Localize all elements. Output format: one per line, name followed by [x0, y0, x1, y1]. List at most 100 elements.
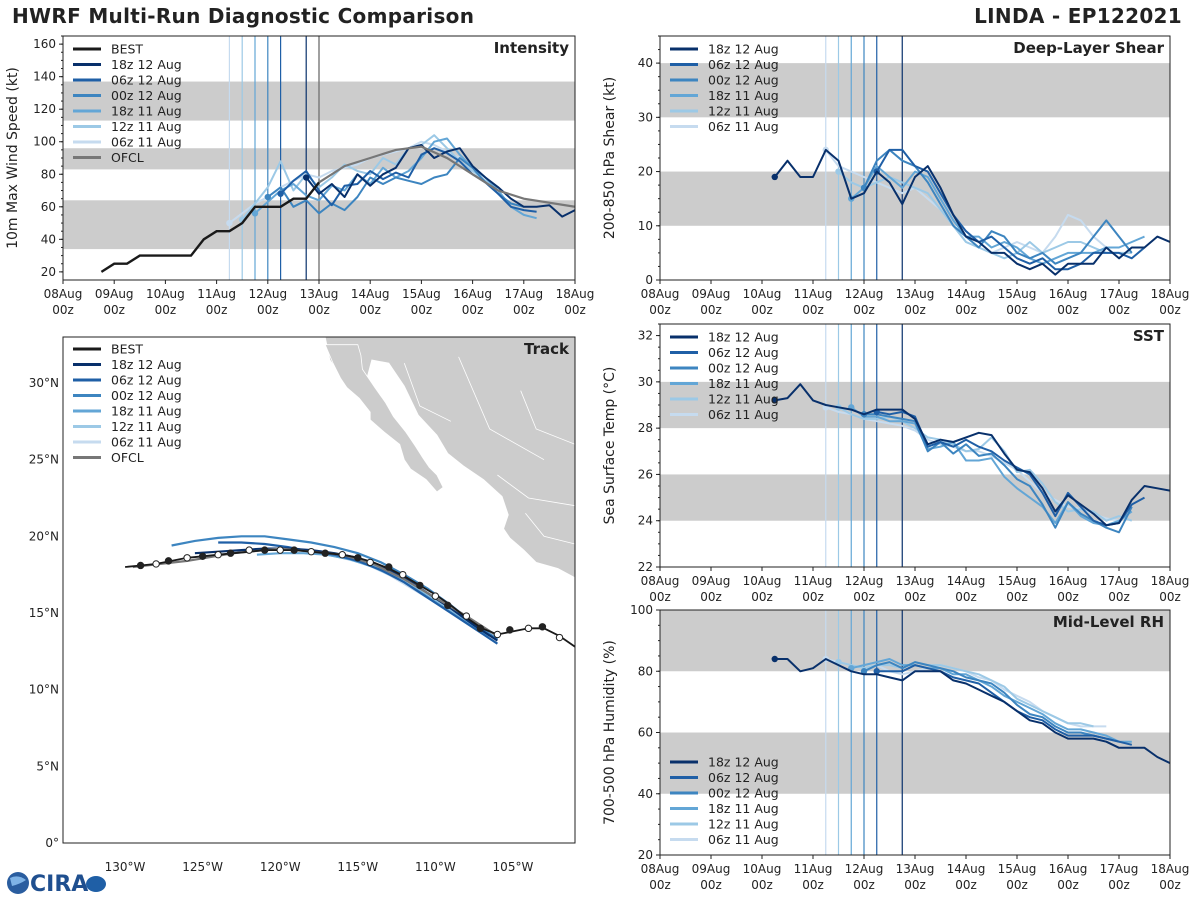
rh-xtick-label: 15Aug	[998, 862, 1037, 876]
sst-xtick-label: 10Aug	[743, 574, 782, 588]
shear-xtick-label-hour: 00z	[1057, 303, 1079, 317]
rh-panel: 20 40 60 80 100 08Aug 00z 09Aug 00z 10Aug 00z 11Aug…	[602, 603, 1189, 892]
sst-series-18z-11-aug	[850, 406, 1133, 527]
intensity-xtick-label-hour: 00z	[462, 303, 484, 317]
track-xtick-label: 120°W	[260, 860, 301, 874]
track-panel-title: Track	[524, 340, 570, 358]
shear-xtick-label-hour: 00z	[700, 303, 722, 317]
intensity-xtick-label: 11Aug	[197, 287, 236, 301]
intensity-ytick-label: 60	[41, 200, 56, 214]
intensity-ytick-label: 20	[41, 265, 56, 279]
track-best-point	[321, 549, 329, 557]
track-best-point	[444, 601, 452, 610]
logo-text: CIRA	[30, 872, 88, 897]
shear-xtick-label-hour: 00z	[955, 303, 977, 317]
intensity-series-12z-11-aug	[241, 134, 499, 221]
track-best-point	[385, 563, 393, 571]
shear-xtick-label: 09Aug	[692, 287, 731, 301]
rh-xtick-label-hour: 00z	[751, 878, 773, 892]
shear-legend-label: 12z 11 Aug	[708, 104, 779, 119]
intensity-legend-label: 06z 12 Aug	[111, 73, 182, 88]
shear-xtick-label: 11Aug	[794, 287, 833, 301]
track-panel: 130°W 125°W 120°W 115°W 110°W 105°W 0° 5°N 10°N 1…	[29, 336, 576, 874]
rh-band-0	[660, 732, 1170, 794]
rh-band-1	[660, 610, 1170, 672]
track-frame	[62, 336, 576, 844]
shear-legend-label: 06z 11 Aug	[708, 119, 779, 134]
sst-ytick-label: 22	[638, 560, 653, 574]
shear-legend-label: 18z 12 Aug	[708, 42, 779, 57]
track-best-point	[462, 612, 471, 620]
track-best-point	[338, 551, 346, 559]
track-ytick-label: 15°N	[29, 606, 59, 620]
shear-xtick-label: 12Aug	[845, 287, 884, 301]
rh-legend-label: 06z 12 Aug	[708, 770, 779, 785]
sst-xtick-label-hour: 00z	[1057, 590, 1079, 604]
state-border-1	[458, 356, 545, 461]
track-best-point	[524, 624, 533, 633]
shear-xtick-label-hour: 00z	[1159, 303, 1181, 317]
track-xtick-label: 115°W	[337, 860, 378, 874]
track-ytick-label: 5°N	[36, 759, 59, 773]
sst-ytick-label: 26	[638, 467, 653, 481]
intensity-ytick-label: 40	[41, 232, 56, 246]
intensity-ofcl-line	[318, 145, 575, 208]
sst-panel-title: SST	[1133, 327, 1165, 345]
intensity-panel: 20 40 60 80 100 120 140 160 08Aug 00z 09Aug 00z 10Au…	[5, 35, 594, 317]
track-best-point	[198, 552, 207, 560]
sst-xtick-label-hour: 00z	[700, 590, 722, 604]
track-best-point	[416, 581, 424, 590]
track-legend-label: 06z 11 Aug	[111, 435, 182, 450]
shear-legend-label: 06z 12 Aug	[708, 57, 779, 72]
shear-legend-label: 00z 12 Aug	[708, 73, 779, 88]
sst-series-00z-12-aug	[864, 413, 1133, 534]
rh-xtick-label-hour: 00z	[904, 878, 926, 892]
intensity-series-00z-12-aug	[267, 157, 525, 215]
shear-band-0	[660, 171, 1170, 226]
rh-panel-title: Mid-Level RH	[1053, 613, 1164, 631]
rh-xtick-label: 11Aug	[794, 862, 833, 876]
shear-xtick-label-hour: 00z	[802, 303, 824, 317]
intensity-legend-label: 18z 12 Aug	[111, 57, 182, 72]
rh-xtick-label-hour: 00z	[1108, 878, 1130, 892]
sst-xtick-label-hour: 00z	[1159, 590, 1181, 604]
intensity-xtick-label: 08Aug	[44, 287, 83, 301]
intensity-ytick-label: 100	[33, 135, 56, 149]
intensity-ytick-label: 120	[33, 102, 56, 116]
rh-xtick-label: 08Aug	[641, 862, 680, 876]
track-best-point	[493, 630, 502, 639]
intensity-xtick-label-hour: 00z	[206, 303, 228, 317]
rh-ytick-label: 100	[630, 603, 653, 617]
rh-init-point-06z-12-aug	[873, 668, 880, 675]
track-series-18z-12-aug	[194, 547, 499, 642]
track-xtick-label: 130°W	[105, 860, 146, 874]
sst-xtick-label-hour: 00z	[1006, 590, 1028, 604]
track-series-06z-11-aug	[342, 556, 483, 634]
track-best-point	[164, 557, 173, 565]
rh-xtick-label: 10Aug	[743, 862, 782, 876]
track-best-point	[245, 546, 253, 554]
track-best-point	[152, 560, 160, 568]
intensity-xtick-label-hour: 00z	[564, 303, 586, 317]
rh-xtick-label-hour: 00z	[853, 878, 875, 892]
track-best-point	[260, 546, 269, 554]
shear-xtick-label: 18Aug	[1151, 287, 1190, 301]
sst-xtick-label-hour: 00z	[853, 590, 875, 604]
shear-ytick-label: 10	[638, 219, 653, 233]
sst-series-18z-12-aug	[774, 383, 1170, 527]
shear-panel-title: Deep-Layer Shear	[1013, 39, 1164, 57]
sst-legend-label: 00z 12 Aug	[708, 361, 779, 376]
track-best-point	[555, 633, 564, 642]
track-best-point	[290, 546, 298, 554]
track-best-point	[183, 554, 191, 562]
shear-init-point-18z-12-aug	[771, 173, 778, 181]
intensity-init-point-06z-12-aug	[277, 190, 284, 197]
track-best-point	[214, 551, 222, 559]
intensity-legend-label: OFCL	[111, 150, 144, 165]
intensity-init-point-18z-12-aug	[303, 174, 310, 181]
track-legend-label: BEST	[111, 342, 143, 357]
sst-xtick-label-hour: 00z	[904, 590, 926, 604]
intensity-init-point-06z-11-aug	[226, 219, 233, 227]
rh-series-00z-12-aug	[863, 661, 1120, 743]
sst-xtick-label: 14Aug	[947, 574, 986, 588]
